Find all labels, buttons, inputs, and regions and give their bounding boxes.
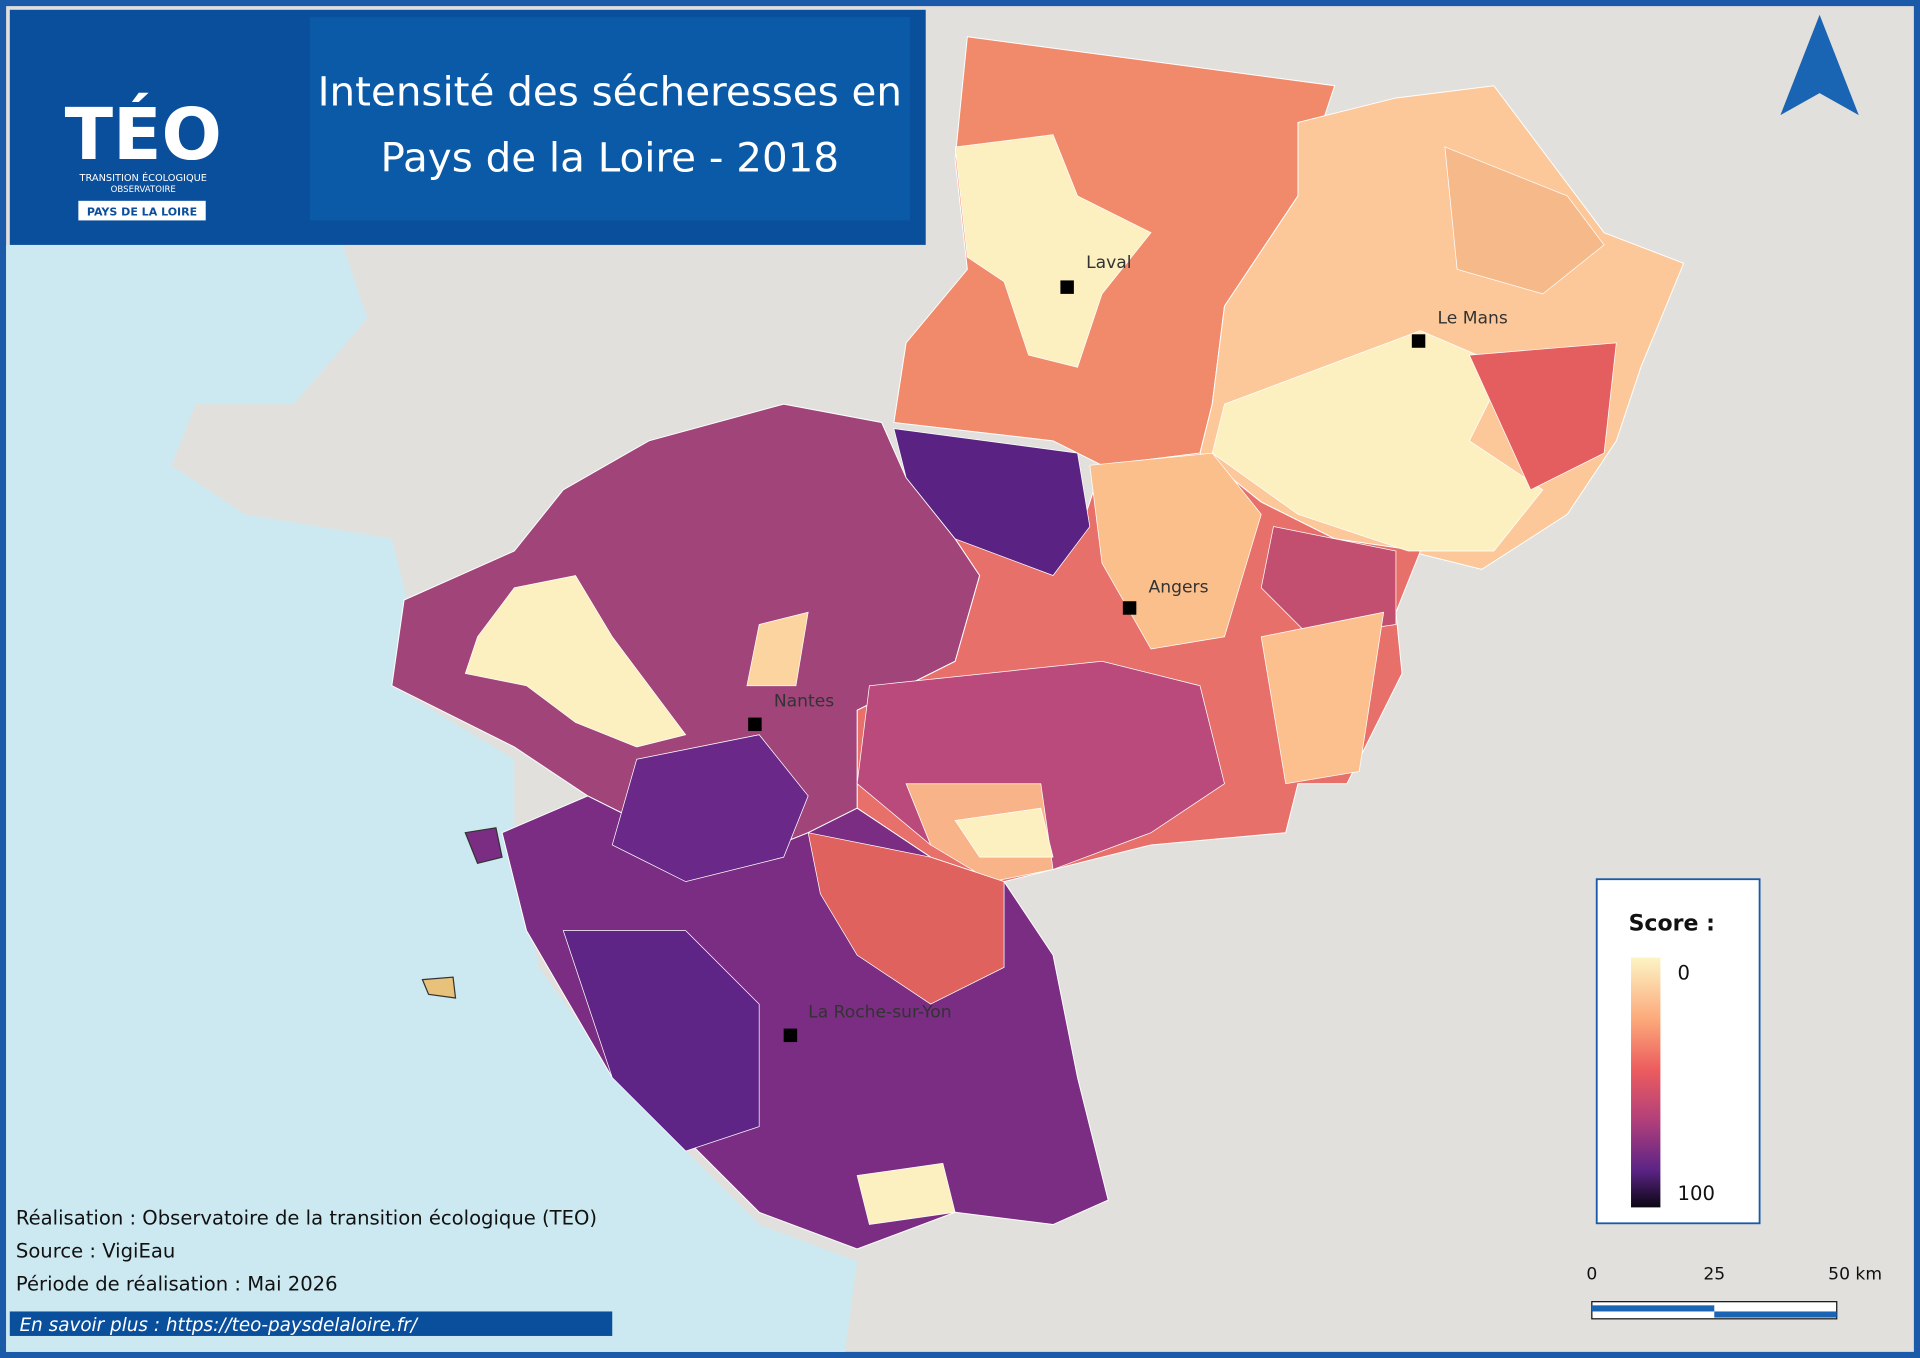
patch <box>746 611 809 687</box>
city-label: Angers <box>1149 578 1209 598</box>
city-label: Le Mans <box>1438 308 1508 328</box>
scale-label: 25 <box>1703 1265 1725 1285</box>
island <box>464 827 503 865</box>
city-label: Nantes <box>774 692 834 712</box>
link[interactable]: En savoir plus : https://teo-paysdelaloi… <box>20 1315 419 1336</box>
patch <box>562 930 760 1152</box>
patch <box>1468 342 1617 491</box>
city-marker <box>1411 334 1426 348</box>
legend-box <box>1595 878 1761 1225</box>
city-marker <box>1122 601 1137 615</box>
legend: Score : 0 100 <box>1595 878 1761 1225</box>
title-line: Pays de la Loire - 2018 <box>381 133 840 181</box>
logo-text: TRANSITION ÉCOLOGIQUE <box>79 171 207 184</box>
legend-title: Score : <box>1629 912 1715 937</box>
logo: TÉO TRANSITION ÉCOLOGIQUE OBSERVATOIRE P… <box>65 93 222 221</box>
scale-bar: 0 25 50 km <box>1586 1265 1882 1320</box>
city-label: Laval <box>1086 253 1131 273</box>
patch <box>954 134 1152 368</box>
sea <box>6 244 858 1352</box>
legend-tick: 0 <box>1678 962 1690 985</box>
title-box <box>309 17 910 221</box>
credit: Source : VigiEau <box>16 1240 175 1263</box>
patch <box>1260 611 1385 785</box>
patch <box>1211 330 1544 552</box>
logo-region: PAYS DE LA LOIRE <box>87 206 197 219</box>
patch <box>464 575 687 748</box>
credit: Période de réalisation : Mai 2026 <box>16 1273 338 1296</box>
legend-ramp <box>1631 957 1661 1208</box>
scale-segment <box>1591 1305 1715 1312</box>
scale-segment <box>1714 1311 1837 1318</box>
city-label: La Roche-sur-Yon <box>808 1003 951 1023</box>
title-line: Intensité des sécheresses en <box>318 67 902 115</box>
patch <box>856 1162 956 1225</box>
patch <box>893 428 1091 576</box>
city-markers: Laval Le Mans Angers Nantes La Roche-sur… <box>748 253 1508 1043</box>
city-marker <box>783 1028 798 1043</box>
score-patches <box>464 134 1617 1225</box>
patch <box>611 734 809 883</box>
legend-tick: 100 <box>1678 1182 1715 1205</box>
patch <box>1444 146 1605 295</box>
logo-badge <box>78 200 206 221</box>
island <box>421 976 457 999</box>
patch <box>1089 452 1262 650</box>
scale-label: 0 <box>1586 1265 1597 1285</box>
scale-label: 50 km <box>1828 1265 1882 1285</box>
link-band <box>9 1311 613 1336</box>
city-marker <box>748 717 762 732</box>
city-marker <box>1060 280 1074 294</box>
logo-name: TÉO <box>65 93 222 176</box>
patch <box>954 807 1054 858</box>
patch <box>807 832 1005 1005</box>
north-arrow <box>1780 14 1859 116</box>
credit: Réalisation : Observatoire de la transit… <box>16 1207 597 1230</box>
logo-text: OBSERVATOIRE <box>111 185 176 195</box>
